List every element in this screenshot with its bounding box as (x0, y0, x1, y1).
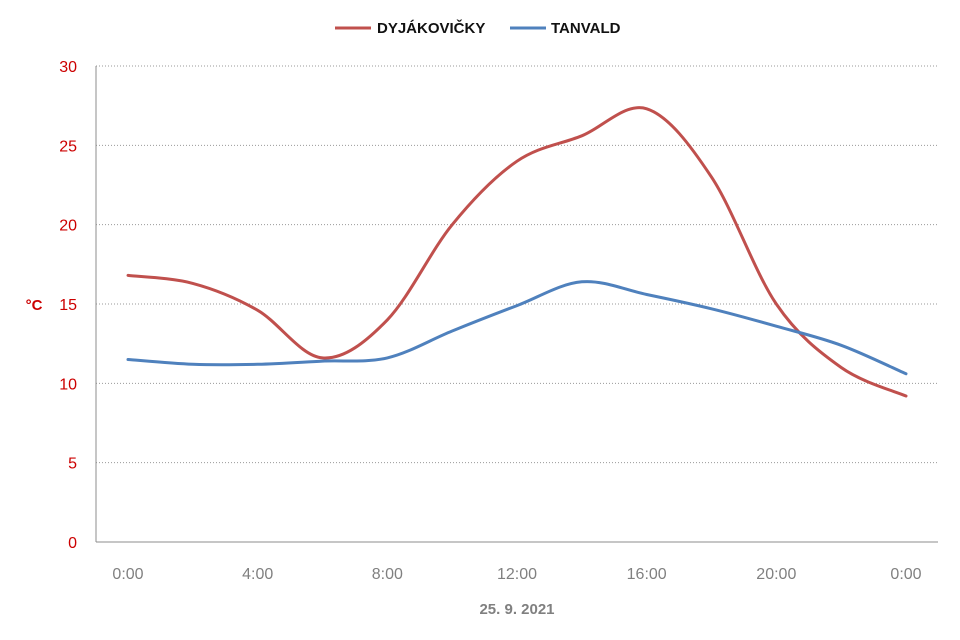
axes (95, 66, 938, 543)
x-tick-label: 12:00 (497, 566, 537, 583)
y-axis-label: °C (26, 297, 43, 314)
legend: DYJÁKOVIČKY TANVALD (335, 19, 621, 37)
y-tick-label: 10 (59, 376, 77, 393)
series-line-2 (126, 280, 908, 376)
series-line-1 (126, 106, 908, 398)
x-tick-label: 16:00 (627, 566, 667, 583)
x-tick-label: 0:00 (890, 566, 921, 583)
y-tick-label: 30 (59, 59, 77, 76)
y-tick-label: 20 (59, 218, 77, 235)
y-tick-labels: 0 5 10 15 20 25 30 (59, 59, 77, 552)
x-tick-label: 0:00 (112, 566, 143, 583)
x-tick-label: 20:00 (756, 566, 796, 583)
series-lines (126, 106, 908, 398)
y-tick-label: 25 (59, 138, 77, 155)
x-axis-label: 25. 9. 2021 (479, 601, 554, 618)
y-tick-label: 15 (59, 297, 77, 314)
legend-label: TANVALD (551, 20, 621, 37)
legend-label: DYJÁKOVIČKY (377, 19, 485, 37)
y-tick-label: 5 (68, 456, 77, 473)
x-tick-label: 8:00 (372, 566, 403, 583)
x-tick-labels: 0:00 4:00 8:00 12:00 16:00 20:00 0:00 (112, 566, 921, 583)
x-tick-label: 4:00 (242, 566, 273, 583)
y-tick-label: 0 (68, 535, 77, 552)
gridlines (96, 65, 938, 464)
